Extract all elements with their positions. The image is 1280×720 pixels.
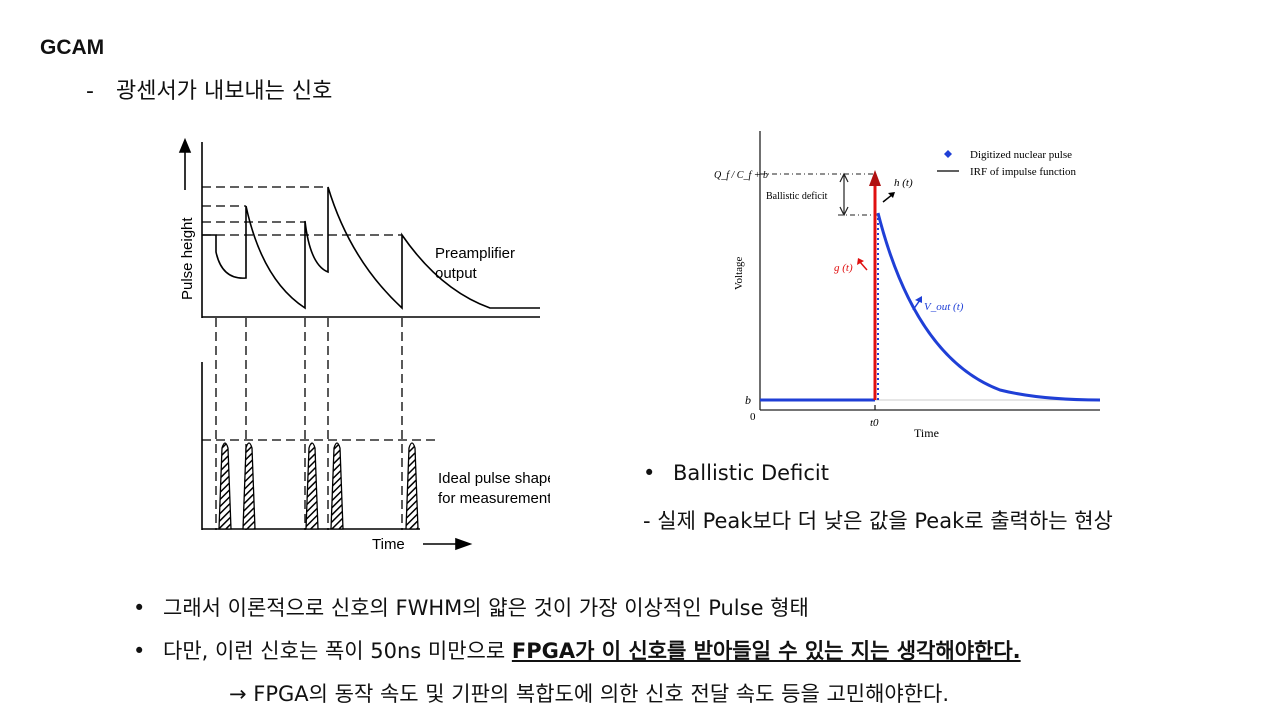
bullet-fwhm: • 그래서 이론적으로 신호의 FWHM의 얇은 것이 가장 이상적인 Pulse…	[133, 596, 809, 620]
subtitle-dash: -	[86, 79, 94, 104]
ideal-pulse	[242, 442, 256, 530]
slide-title: GCAM	[40, 36, 105, 59]
right-time-label: Time	[914, 426, 939, 440]
voltage-label: Voltage	[733, 256, 745, 290]
bullet-fpga: • 다만, 이런 신호는 폭이 50ns 미만으로 FPGA가 이 신호를 받아들…	[133, 639, 1021, 663]
preamp-label-2: output	[435, 265, 478, 282]
slide-subtitle: - 광센서가 내보내는 신호	[86, 73, 332, 105]
subtitle-text: 광센서가 내보내는 신호	[116, 79, 333, 104]
legend-pulse: Digitized nuclear pulse	[970, 149, 1072, 161]
t0-label: t0	[870, 417, 879, 429]
g-label: g (t)	[834, 262, 853, 274]
legend-irf: IRF of impulse function	[970, 166, 1077, 178]
ideal-label-1: Ideal pulse shape	[438, 470, 550, 487]
ideal-pulse	[405, 442, 419, 530]
preamp-pulse-diagram: Pulse height Preamplifier output Ideal p…	[178, 137, 550, 553]
ideal-pulse	[305, 442, 319, 530]
ballistic-deficit-diagram: Digitized nuclear pulse IRF of impulse f…	[714, 131, 1101, 440]
ideal-pulse	[218, 442, 232, 530]
pulse-height-label: Pulse height	[179, 217, 196, 300]
pulse-decay	[876, 212, 1101, 402]
legend-diamond	[944, 150, 952, 158]
preamp-signal	[202, 186, 540, 310]
origin-label: 0	[750, 411, 756, 423]
ytick-b: b	[745, 393, 751, 407]
fpga-consideration: → FPGA의 동작 속도 및 기판의 복합도에 의한 신호 전달 속도 등을 …	[229, 682, 950, 706]
deficit-label: Ballistic deficit	[766, 191, 828, 202]
h-label: h (t)	[894, 177, 913, 189]
ballistic-bullet: • Ballistic Deficit	[643, 461, 829, 485]
ballistic-description: - 실제 Peak보다 더 낮은 값을 Peak로 출력하는 현상	[643, 509, 1113, 533]
fpga-emphasis: FPGA가 이 신호를 받아들일 수 있는 지는 생각해야한다.	[511, 639, 1021, 663]
preamp-label-1: Preamplifier	[435, 245, 515, 262]
ytick-qf: Q_f / C_f + b	[714, 170, 768, 181]
time-label: Time	[372, 536, 405, 553]
vout-label: V_out (t)	[924, 301, 964, 313]
ideal-label-2: for measurement	[438, 490, 550, 507]
ideal-pulse	[330, 442, 344, 530]
